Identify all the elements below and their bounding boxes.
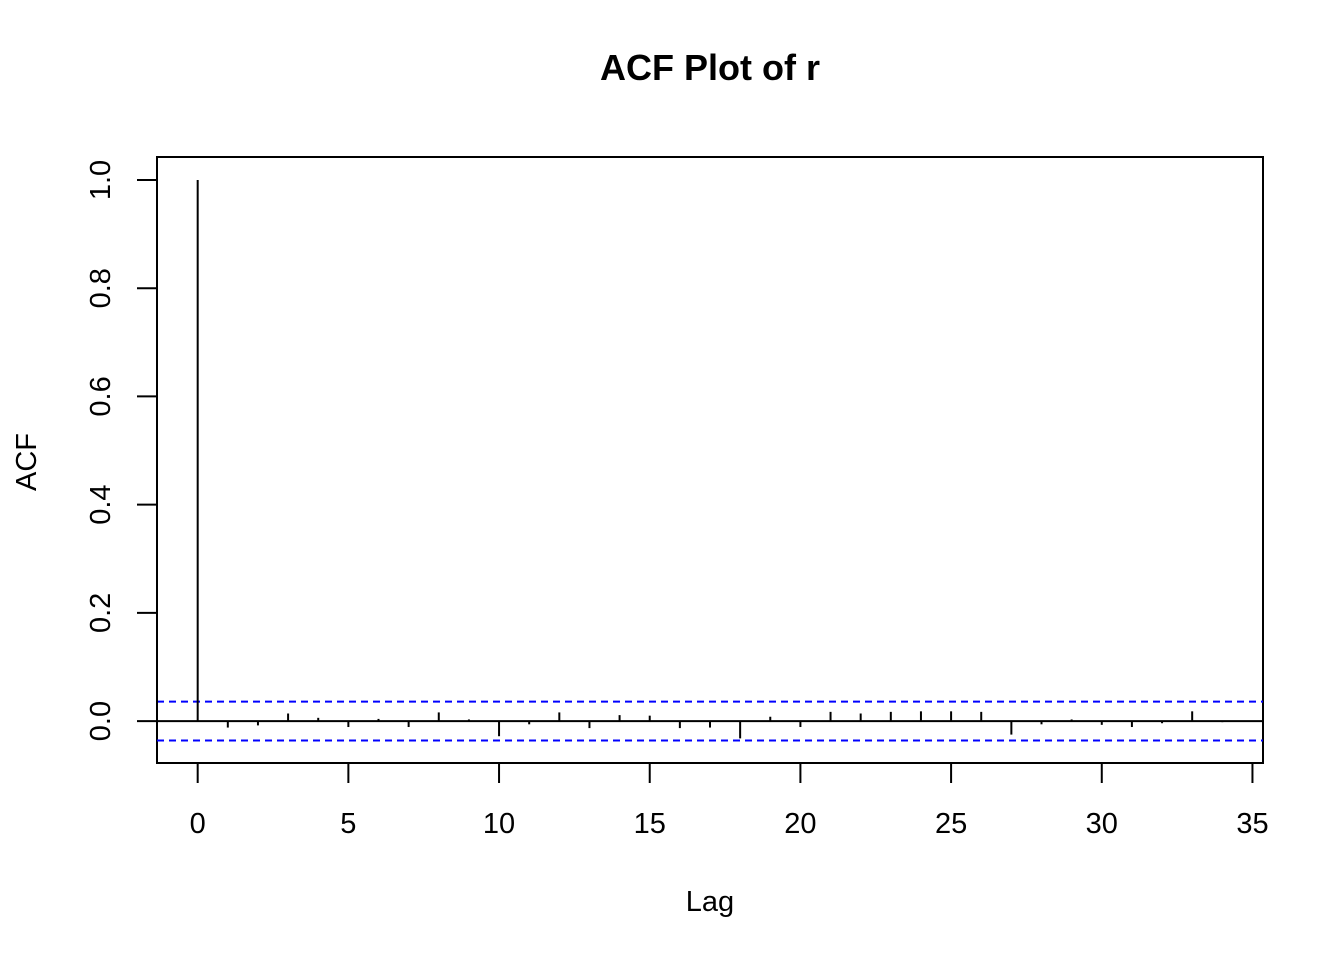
x-tick-label-25: 25 — [935, 808, 967, 840]
x-tick-label-10: 10 — [483, 808, 515, 840]
y-tick-label-4: 0.8 — [85, 268, 117, 308]
y-tick-label-5: 1.0 — [85, 160, 117, 200]
y-tick-label-1: 0.2 — [85, 593, 117, 633]
x-tick-label-0: 0 — [190, 808, 206, 840]
x-tick-label-20: 20 — [784, 808, 816, 840]
y-axis-label: ACF — [11, 433, 43, 491]
y-tick-label-3: 0.6 — [85, 376, 117, 416]
x-tick-label-35: 35 — [1236, 808, 1268, 840]
plot-frame — [156, 156, 1264, 764]
x-tick-label-30: 30 — [1086, 808, 1118, 840]
y-tick-label-2: 0.4 — [85, 484, 117, 524]
x-axis-label: Lag — [686, 886, 734, 918]
plot-area: 0 5 10 15 20 25 30 35 0.0 0.2 0.4 0.6 0.8 1.0 — [85, 156, 1269, 840]
x-tick-label-15: 15 — [634, 808, 666, 840]
x-tick-label-5: 5 — [340, 808, 356, 840]
chart-title: ACF Plot of r — [600, 47, 820, 88]
y-tick-label-0: 0.0 — [85, 701, 117, 741]
